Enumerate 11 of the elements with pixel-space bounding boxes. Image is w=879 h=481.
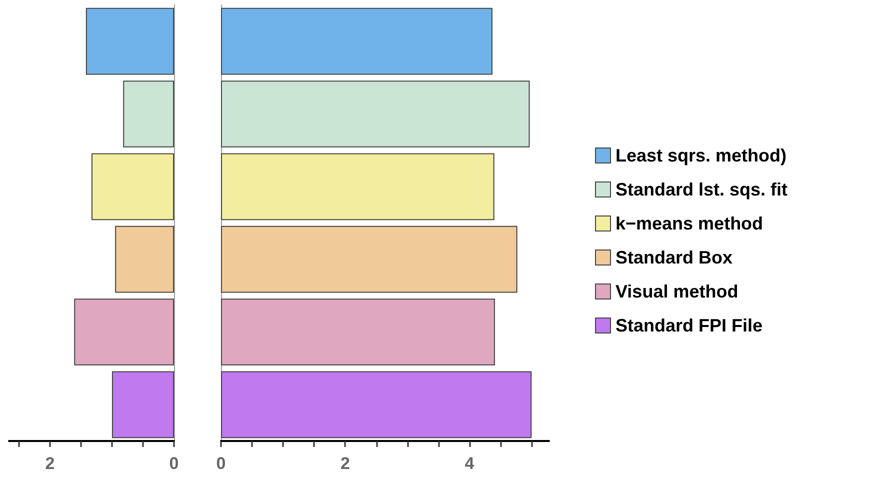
legend-label: Least sqrs. method) [616, 146, 787, 166]
legend-label: Standard Box [616, 248, 733, 268]
x-tick-label: 0 [169, 454, 179, 473]
legend-label: Standard FPI File [616, 316, 763, 336]
x-tick-label: 2 [45, 454, 55, 473]
x-tick-label: 2 [340, 454, 350, 473]
legend-label: Visual method [616, 282, 738, 302]
legend-label: Standard lst. sqs. fit [616, 180, 788, 200]
x-tick-label: 0 [216, 454, 226, 473]
x-tick-label: 4 [464, 454, 475, 473]
legend-label: k−means method [616, 214, 764, 234]
